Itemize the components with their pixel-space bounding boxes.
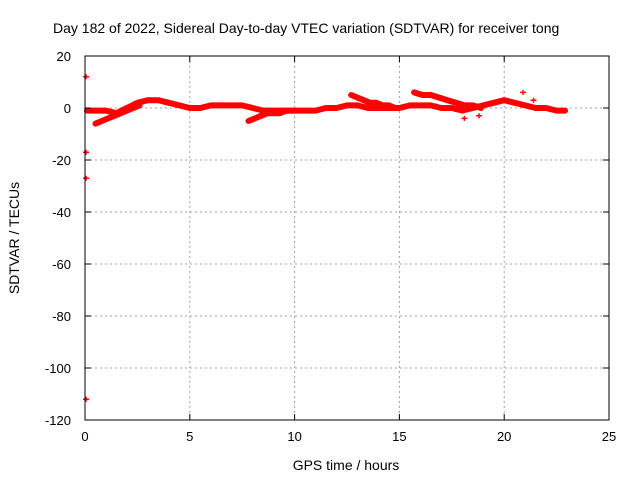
data-point (333, 105, 340, 111)
data-point (98, 118, 105, 124)
data-point (478, 105, 485, 111)
data-point (111, 113, 118, 119)
y-tick-label: -100 (45, 361, 71, 376)
data-point (348, 92, 355, 98)
data-point (367, 100, 374, 106)
data-point (373, 100, 380, 106)
data-point (419, 92, 426, 98)
y-tick-label: -120 (45, 413, 71, 428)
data-point (117, 110, 124, 116)
data-point (469, 102, 476, 108)
grid-lines (85, 56, 609, 420)
data-point (130, 105, 137, 111)
x-tick-label: 15 (392, 429, 406, 444)
data-point (459, 108, 466, 114)
y-tick-label: -20 (52, 153, 71, 168)
axis-ticks: -120 -100 -80 -60 -40 -20 0 20 0 5 10 15 20 25 (45, 49, 616, 444)
data-point (501, 97, 508, 103)
data-point (379, 102, 386, 108)
x-tick-label: 0 (81, 429, 88, 444)
data-point (283, 108, 290, 114)
data-point (207, 102, 214, 108)
data-point (312, 108, 319, 114)
data-point (411, 89, 418, 95)
data-point (323, 105, 330, 111)
data-point (553, 108, 560, 114)
data-point (532, 105, 539, 111)
data-point (258, 113, 265, 119)
data-point (228, 102, 235, 108)
data-point (83, 175, 90, 181)
x-tick-label: 10 (287, 429, 301, 444)
data-point (197, 105, 204, 111)
y-tick-label: -60 (52, 257, 71, 272)
data-point (427, 102, 434, 108)
data-point (218, 102, 225, 108)
data-point (276, 110, 283, 116)
data-point (144, 97, 151, 103)
y-axis-label: SDTVAR / TECUs (6, 182, 22, 294)
data-point (448, 105, 455, 111)
data-point (270, 110, 277, 116)
x-tick-label: 5 (186, 429, 193, 444)
data-point (561, 108, 568, 114)
data-point (83, 396, 90, 402)
data-point (92, 108, 99, 114)
data-point (83, 74, 90, 80)
y-tick-label: -40 (52, 205, 71, 220)
data-point (123, 108, 130, 114)
data-point (476, 113, 483, 119)
data-point (249, 105, 256, 111)
data-point (239, 102, 246, 108)
y-tick-label: 20 (57, 49, 71, 64)
data-point (461, 115, 468, 121)
y-tick-label: 0 (64, 101, 71, 116)
data-point (302, 108, 309, 114)
data-point (406, 102, 413, 108)
data-point (543, 105, 550, 111)
data-point (92, 121, 99, 127)
data-point (461, 102, 468, 108)
data-point (83, 149, 90, 155)
data-point (360, 97, 367, 103)
data-point (165, 100, 172, 106)
x-axis-label: GPS time / hours (293, 457, 400, 473)
data-point (289, 108, 296, 114)
data-point (530, 97, 537, 103)
data-point (452, 100, 459, 106)
y-tick-label: -80 (52, 309, 71, 324)
data-point (392, 105, 399, 111)
data-point (245, 118, 252, 124)
data-point (155, 97, 162, 103)
data-point (354, 95, 361, 101)
data-point (438, 105, 445, 111)
data-point (102, 108, 109, 114)
data-points (83, 74, 568, 402)
x-tick-label: 20 (497, 429, 511, 444)
data-point (344, 102, 350, 108)
data-point (436, 95, 443, 101)
data-point (385, 102, 392, 108)
x-tick-label: 25 (602, 429, 616, 444)
data-point (444, 97, 451, 103)
data-point (105, 115, 112, 121)
data-point (520, 89, 527, 95)
plot-frame (84, 55, 610, 421)
data-point (264, 110, 271, 116)
data-point (427, 92, 434, 98)
data-point (176, 102, 183, 108)
data-point (186, 105, 193, 111)
data-point (417, 102, 424, 108)
chart-title: Day 182 of 2022, Sidereal Day-to-day VTE… (53, 20, 559, 36)
data-point (364, 105, 371, 111)
data-point (354, 102, 361, 108)
data-point (251, 115, 258, 121)
data-point (511, 100, 518, 106)
data-point (136, 102, 143, 108)
data-point (490, 100, 497, 106)
data-point (522, 102, 529, 108)
